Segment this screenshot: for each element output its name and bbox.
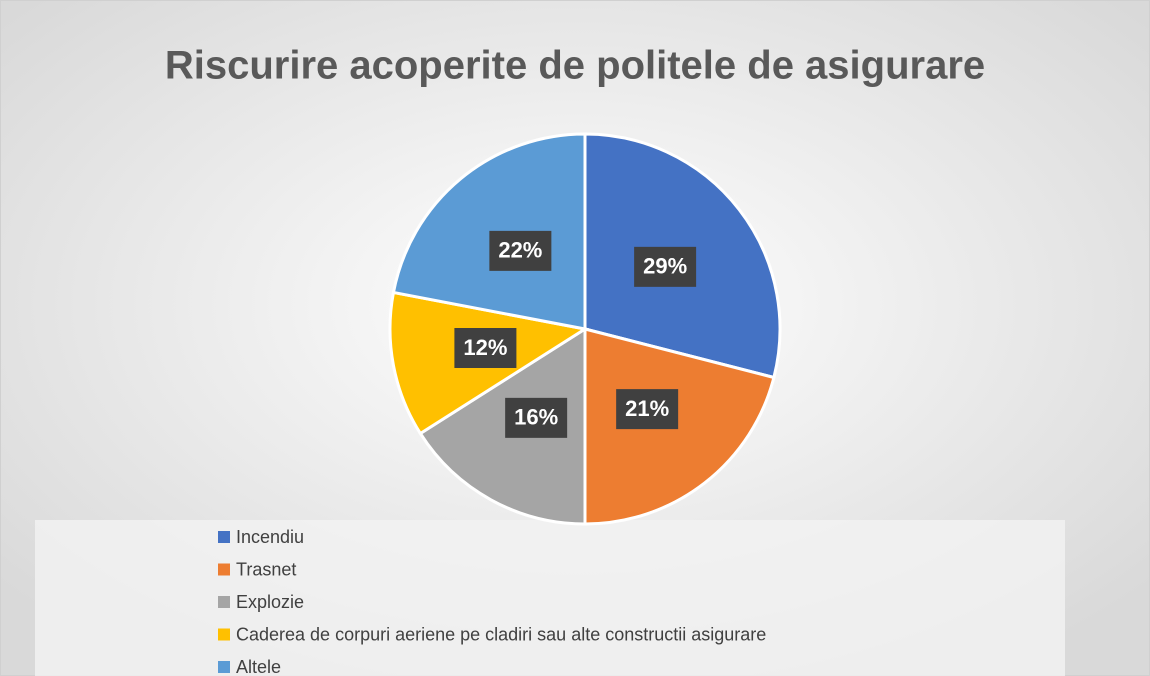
legend-swatch	[218, 531, 230, 543]
data-label: 12%	[463, 335, 507, 360]
data-label: 22%	[498, 238, 542, 263]
data-label-box	[454, 328, 517, 369]
legend-label: Incendiu	[236, 527, 304, 547]
data-label-box	[616, 389, 679, 430]
data-label-box	[634, 246, 697, 287]
legend-label: Caderea de corpuri aeriene pe cladiri sa…	[236, 624, 766, 644]
legend-label: Explozie	[236, 592, 304, 612]
legend-swatch	[218, 563, 230, 576]
pie-slice	[391, 132, 587, 331]
legend-swatch	[218, 596, 230, 608]
legend-swatch	[218, 661, 230, 673]
chart-title: Riscurire acoperite de politele de asigu…	[165, 44, 985, 88]
legend-label: Altele	[236, 657, 281, 676]
data-label-box	[489, 230, 552, 271]
data-label-box	[505, 397, 568, 438]
data-label: 21%	[625, 396, 669, 421]
pie-slice	[583, 327, 776, 526]
legend-box	[35, 520, 1065, 676]
data-label: 29%	[643, 254, 687, 279]
legend-label: Trasnet	[236, 559, 296, 579]
pie-slice	[418, 326, 587, 526]
legend-swatch	[218, 628, 230, 641]
data-label: 16%	[514, 405, 558, 430]
